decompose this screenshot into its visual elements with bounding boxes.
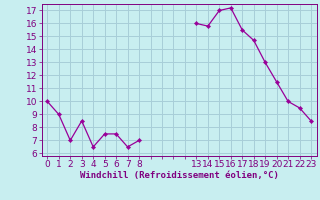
X-axis label: Windchill (Refroidissement éolien,°C): Windchill (Refroidissement éolien,°C) [80,171,279,180]
